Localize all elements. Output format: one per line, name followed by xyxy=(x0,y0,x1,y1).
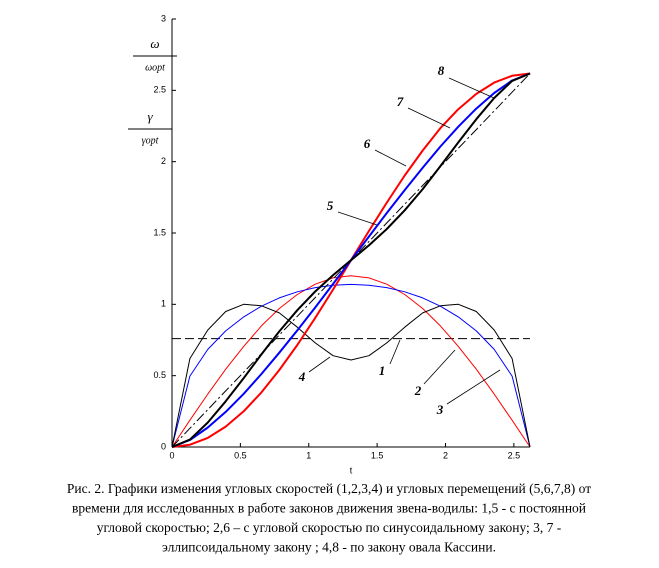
y-tick-label: 0.5 xyxy=(153,370,166,380)
leader-line xyxy=(448,77,495,99)
series-label: 6 xyxy=(364,136,371,151)
caption-line: времени для исследованных в работе закон… xyxy=(72,501,586,516)
series-line xyxy=(171,303,531,448)
y-label-den: γopt xyxy=(142,135,159,146)
y-label-num: ω xyxy=(150,36,159,51)
series-label: 2 xyxy=(414,383,422,398)
leader-line xyxy=(374,149,407,167)
leader-line xyxy=(389,339,401,365)
y-label-num: γ xyxy=(147,109,153,124)
series-label: 1 xyxy=(379,363,386,378)
x-tick-label: 2.5 xyxy=(508,450,521,460)
y-tick-label: 0 xyxy=(161,441,166,451)
series-label: 4 xyxy=(298,369,306,384)
leader-line xyxy=(446,369,501,405)
caption-line: угловой скоростью; 2,6 – с угловой скоро… xyxy=(97,520,562,535)
caption-line: Рис. 2. Графики изменения угловых скорос… xyxy=(67,481,591,496)
x-tick-label: 0.5 xyxy=(234,450,247,460)
series-label: 8 xyxy=(438,63,445,78)
leader-line xyxy=(308,356,331,373)
leader-line xyxy=(337,211,378,226)
series-label: 5 xyxy=(327,198,334,213)
leader-line xyxy=(423,349,456,385)
x-tick-label: 0 xyxy=(169,450,174,460)
series-label: 7 xyxy=(397,94,404,109)
x-tick-label: 1 xyxy=(306,450,311,460)
y-tick-label: 1.5 xyxy=(153,227,166,237)
leader-line xyxy=(407,107,451,129)
series-line xyxy=(171,283,531,448)
series-line xyxy=(171,72,531,448)
series-line xyxy=(171,275,531,448)
y-tick-label: 2 xyxy=(161,156,166,166)
y-tick-label: 1 xyxy=(161,299,166,309)
series-label: 3 xyxy=(436,402,444,417)
y-label-den: ωopt xyxy=(145,62,165,73)
y-tick-label: 3 xyxy=(161,13,166,23)
y-tick-label: 2.5 xyxy=(153,85,166,95)
x-axis-label: t xyxy=(350,465,353,475)
caption-line: эллипсоидальному закону ; 4,8 - по закон… xyxy=(162,540,496,555)
x-tick-label: 2 xyxy=(443,450,448,460)
x-tick-label: 1.5 xyxy=(371,450,384,460)
